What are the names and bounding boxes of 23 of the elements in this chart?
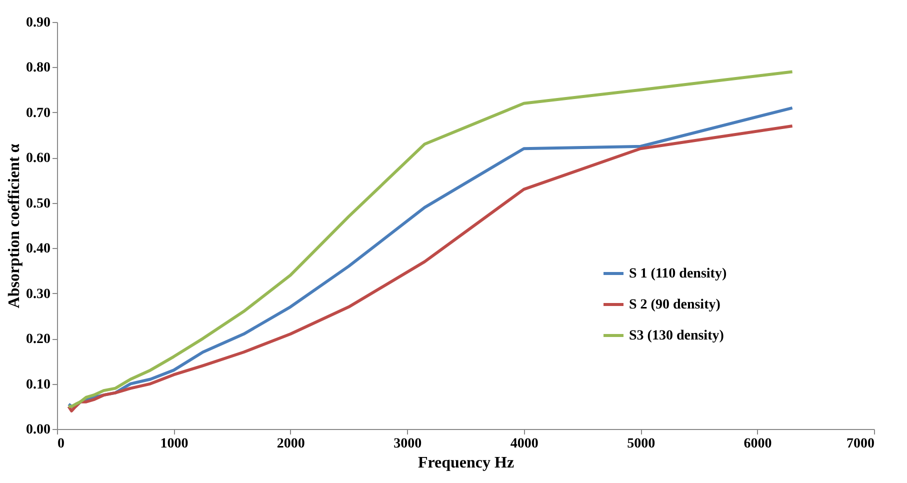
legend-label: S 1 (110 density) [629, 266, 727, 282]
x-tick-label: 4000 [510, 436, 538, 452]
x-axis-title: Frequency Hz [418, 454, 514, 472]
y-tick-label: 0.90 [26, 16, 50, 30]
y-tick-label: 0.20 [26, 332, 50, 348]
y-tick-label: 0.50 [26, 196, 50, 212]
y-tick-label: 0.00 [26, 422, 50, 438]
y-tick-label: 0.10 [26, 377, 50, 392]
x-tick-label: 1000 [160, 436, 188, 452]
y-tick-label: 0.30 [26, 286, 50, 302]
x-tick-label: 2000 [276, 436, 305, 452]
y-tick-label: 0.70 [26, 106, 50, 121]
x-tick-label: 6000 [744, 436, 772, 452]
y-tick-label: 0.60 [26, 151, 50, 166]
x-tick-label: 3000 [394, 436, 422, 452]
legend-label: S 2 (90 density) [629, 298, 721, 312]
x-tick-label: 0 [58, 436, 64, 452]
legend-label: S3 (130 density) [629, 328, 724, 344]
x-tick-label: 7000 [846, 436, 874, 452]
y-tick-label: 0.80 [26, 60, 50, 76]
y-axis-title: Absorption coefficient α [6, 144, 23, 308]
x-tick-label: 5000 [627, 436, 656, 452]
y-tick-label: 0.40 [26, 242, 50, 257]
